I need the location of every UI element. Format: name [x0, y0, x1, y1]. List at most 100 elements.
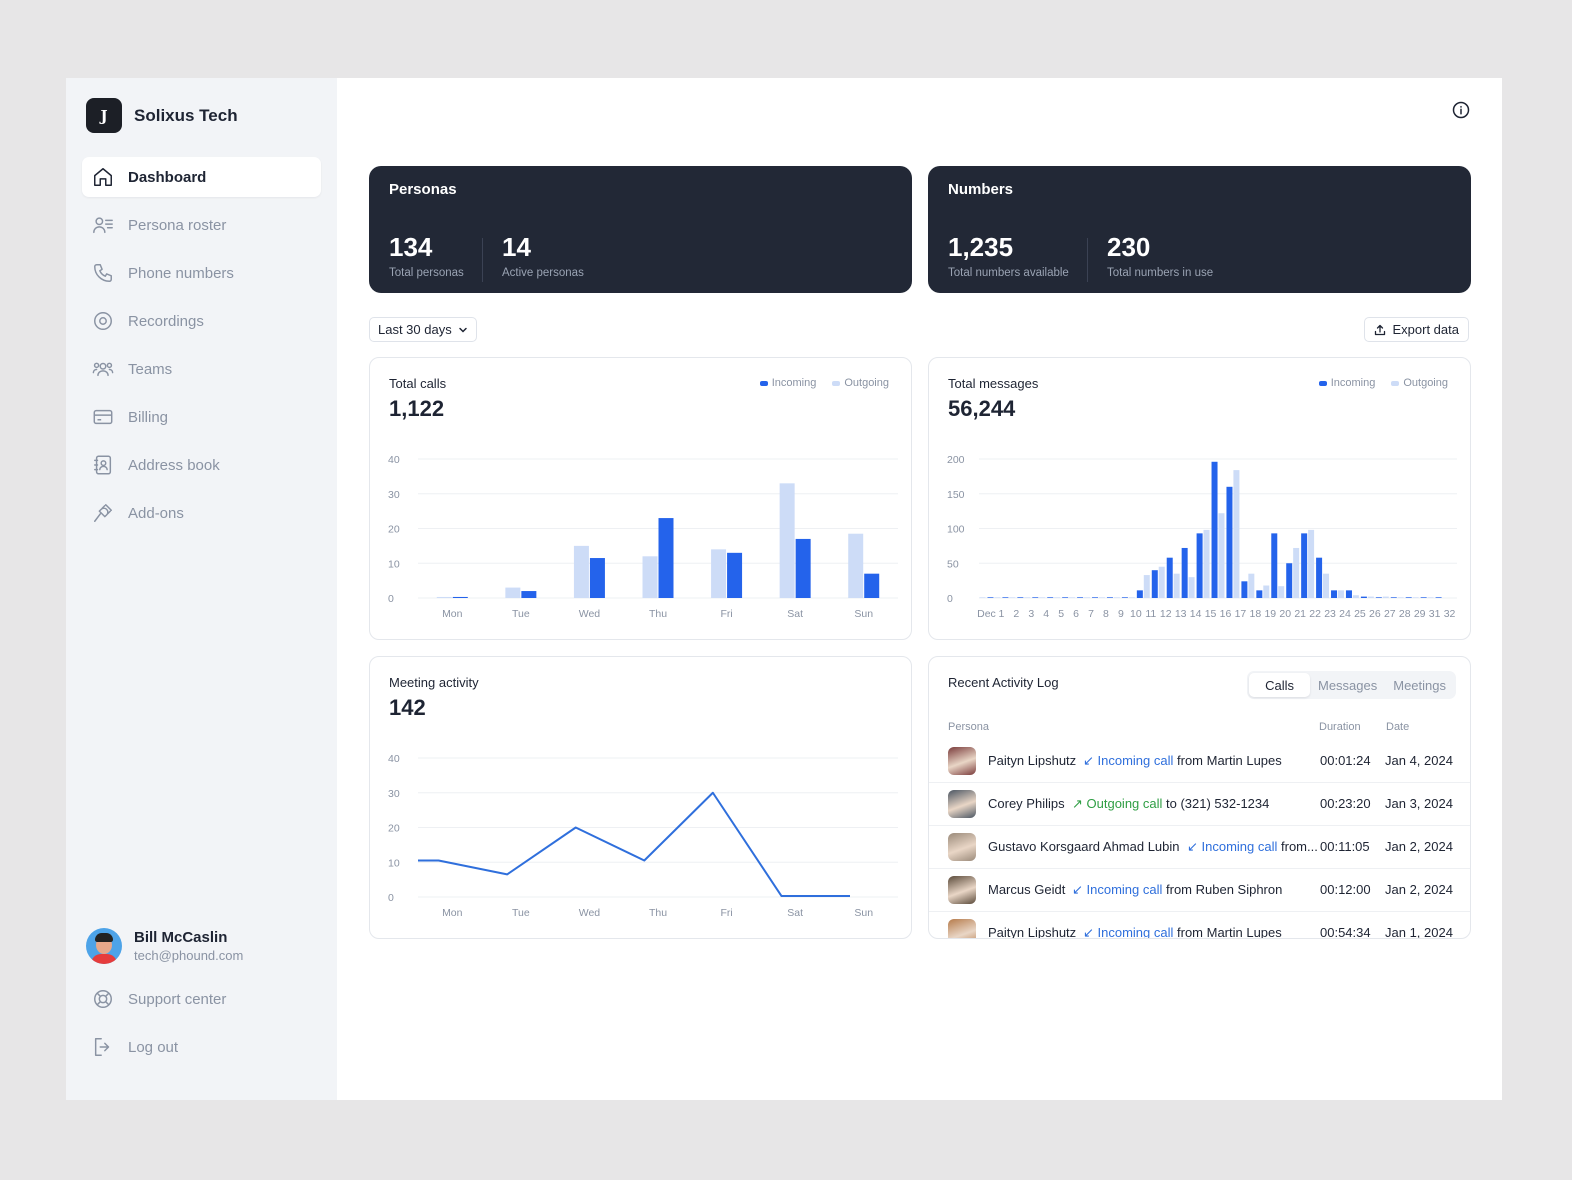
call-date: Jan 1, 2024 — [1385, 925, 1453, 939]
sidebar-item-label: Persona roster — [128, 216, 227, 234]
avatar — [948, 747, 976, 775]
call-type: Incoming call — [1097, 925, 1174, 939]
bar-outgoing — [1352, 595, 1359, 598]
bar-incoming — [1211, 461, 1218, 598]
x-tick-label: 21 — [1294, 608, 1306, 620]
legend-label: Incoming — [1330, 377, 1376, 389]
avatar — [948, 919, 976, 938]
sidebar-item-phone-numbers[interactable]: Phone numbers — [82, 253, 321, 293]
x-tick-label: Fri — [720, 608, 732, 620]
table-row[interactable]: Marcus Geidt ↙ Incoming call from Ruben S… — [929, 869, 1470, 912]
sidebar-item-teams[interactable]: Teams — [82, 349, 321, 389]
bar-incoming — [1181, 547, 1188, 598]
x-tick-label: Fri — [720, 907, 732, 919]
x-tick-label: Wed — [579, 608, 601, 620]
bar-incoming — [1390, 597, 1397, 598]
bar-outgoing — [711, 549, 727, 598]
numbers-in-use-value: 230 — [1107, 232, 1151, 262]
brand[interactable]: J Solixus Tech — [86, 98, 238, 133]
sidebar-item-label: Billing — [128, 408, 169, 426]
bar-outgoing — [1323, 573, 1330, 598]
bar-incoming — [589, 558, 605, 598]
teams-icon — [92, 362, 114, 377]
call-duration: 00:23:20 — [1320, 796, 1371, 811]
plug-icon — [94, 504, 112, 522]
bar-incoming — [727, 552, 743, 598]
legend-incoming: Incoming — [1318, 377, 1376, 389]
logout-icon — [94, 1038, 110, 1056]
x-tick-label: Tue — [512, 907, 530, 919]
call-date: Jan 4, 2024 — [1385, 753, 1453, 768]
call-party: to (321) 532-1234 — [1162, 796, 1270, 811]
bar-incoming — [1062, 597, 1069, 598]
x-tick-label: 32 — [1444, 608, 1456, 620]
bar-outgoing — [1203, 529, 1210, 598]
bar-outgoing — [1367, 596, 1374, 598]
bar-outgoing — [1054, 597, 1061, 598]
tab-meetings[interactable]: Meetings — [1393, 677, 1446, 693]
date-range-select[interactable]: Last 30 days — [369, 317, 477, 342]
x-tick-label: 31 — [1429, 608, 1441, 620]
sidebar-nav: Dashboard Persona roster Phone numbers R… — [82, 157, 321, 541]
sidebar: J Solixus Tech Dashboard Persona roster … — [66, 78, 337, 1100]
personas-title: Personas — [389, 181, 457, 198]
bar-outgoing — [505, 587, 521, 598]
bar-incoming — [1331, 590, 1338, 598]
bar-outgoing — [1278, 586, 1285, 598]
call-duration: 00:11:05 — [1320, 839, 1370, 854]
call-type: Incoming call — [1097, 753, 1174, 768]
bar-incoming — [1092, 597, 1099, 598]
x-tick-label: 8 — [1103, 608, 1109, 620]
tab-calls[interactable]: Calls — [1249, 673, 1310, 697]
x-tick-label: 6 — [1073, 608, 1079, 620]
y-tick-label: 40 — [388, 454, 400, 466]
main-content: Personas 134 Total personas 14 Active pe… — [337, 78, 1502, 1100]
bar-incoming — [1256, 590, 1263, 598]
user-profile[interactable]: Bill McCaslin tech@phound.com — [86, 928, 243, 964]
bar-incoming — [1151, 570, 1158, 598]
bar-outgoing — [1143, 575, 1150, 598]
total-personas-value: 134 — [389, 232, 433, 262]
bar-incoming — [1301, 533, 1308, 598]
call-party: from Ruben Siphron — [1162, 882, 1283, 897]
bar-outgoing — [979, 597, 986, 598]
sidebar-item-support-center[interactable]: Support center — [82, 979, 321, 1019]
table-row[interactable]: Paityn Lipshutz ↙ Incoming call from Mart… — [929, 740, 1470, 783]
call-info: ↗ Outgoing call to (321) 532-1234 — [1072, 796, 1269, 812]
personas-card: Personas 134 Total personas 14 Active pe… — [369, 166, 912, 293]
legend-label: Incoming — [771, 377, 817, 389]
x-tick-label: 20 — [1279, 608, 1291, 620]
tab-messages[interactable]: Messages — [1318, 677, 1378, 693]
y-tick-label: 20 — [388, 823, 400, 835]
activity-log-card: Recent Activity Log Calls Messages Meeti… — [928, 656, 1471, 939]
y-tick-label: 20 — [388, 524, 400, 536]
y-tick-label: 50 — [947, 558, 959, 570]
sidebar-item-address-book[interactable]: Address book — [82, 445, 321, 485]
bar-outgoing — [642, 556, 658, 598]
x-tick-label: Thu — [649, 907, 667, 919]
info-icon[interactable] — [1452, 101, 1470, 119]
x-tick-label: Sun — [854, 907, 873, 919]
sidebar-item-log-out[interactable]: Log out — [82, 1027, 321, 1067]
bar-outgoing — [1113, 597, 1120, 598]
x-tick-label: 1 — [998, 608, 1004, 620]
table-row[interactable]: Gustavo Korsgaard Ahmad Lubin ↙ Incoming … — [929, 826, 1470, 869]
persona-name: Gustavo Korsgaard Ahmad Lubin — [988, 839, 1180, 854]
sidebar-item-billing[interactable]: Billing — [82, 397, 321, 437]
call-date: Jan 2, 2024 — [1385, 882, 1453, 897]
sidebar-item-add-ons[interactable]: Add-ons — [82, 493, 321, 533]
record-icon — [94, 312, 112, 330]
export-data-button[interactable]: Export data — [1363, 317, 1469, 342]
bar-incoming — [987, 597, 994, 598]
sidebar-item-persona-roster[interactable]: Persona roster — [82, 205, 321, 245]
chevron-down-icon — [458, 327, 467, 333]
bar-incoming — [1271, 533, 1278, 598]
table-row[interactable]: Paityn Lipshutz ↙ Incoming call from Mart… — [929, 912, 1470, 939]
persona-name: Paityn Lipshutz — [988, 925, 1077, 939]
table-row[interactable]: Corey Philips ↗ Outgoing call to (321) 53… — [929, 783, 1470, 826]
stat-divider — [482, 238, 483, 282]
sidebar-item-recordings[interactable]: Recordings — [82, 301, 321, 341]
y-tick-label: 10 — [388, 857, 400, 869]
sidebar-item-dashboard[interactable]: Dashboard — [82, 157, 321, 197]
incoming-arrow-icon: ↙ — [1072, 882, 1087, 897]
